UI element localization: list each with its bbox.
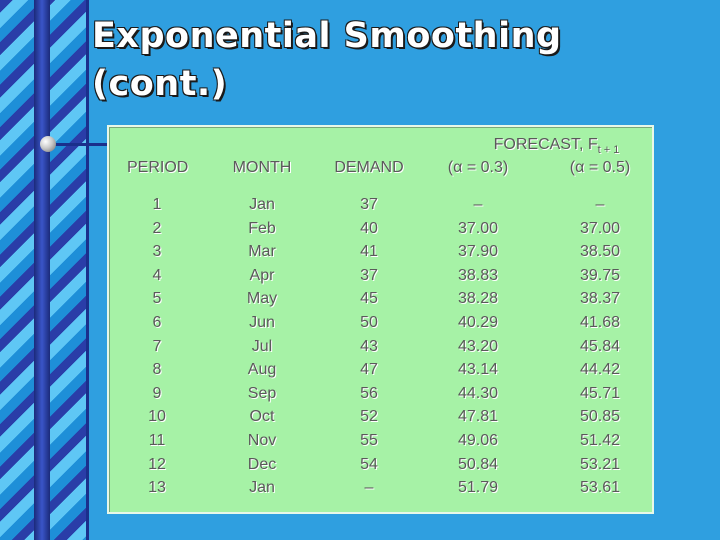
table-cell-month: Jun — [249, 314, 275, 331]
header-alpha-0-3: (α = 0.3) — [447, 159, 509, 176]
table-cell-period: 5 — [152, 290, 162, 308]
table-cell-month: May — [246, 290, 278, 308]
smoothing-table: FORECAST, Ft + 1 PERIOD MONTH DEMAND (α … — [107, 125, 654, 514]
table-cell-f03: 51.79 — [457, 479, 499, 497]
table-cell-f03: 38.28 — [457, 290, 499, 308]
table-cell-demand: 43 — [360, 337, 378, 355]
table-cell-month: Dec — [247, 455, 277, 473]
table-cell-period: 2 — [152, 219, 162, 237]
table-cell-month: Oct — [249, 408, 275, 426]
table-cell-month: Mar — [248, 243, 276, 261]
table-cell-f05: 38.50 — [579, 243, 621, 261]
table-cell-f05: 37.00 — [579, 219, 621, 237]
table-cell-f05: 53.61 — [579, 479, 621, 497]
forecast-header: FORECAST, Ft + 1 — [469, 136, 644, 156]
table-cell-f05: – — [595, 196, 605, 213]
table-cell-f05: 38.37 — [579, 290, 621, 308]
table-cell-period: 9 — [152, 384, 162, 402]
table-cell-demand: 37 — [360, 196, 378, 213]
table-cell-f03: 37.90 — [457, 243, 499, 261]
table-cell-period: 7 — [152, 337, 162, 355]
table-cell-month: Feb — [248, 219, 276, 237]
table-cell-demand: 45 — [360, 290, 378, 308]
table-cell-f03: 43.20 — [457, 337, 499, 355]
header-alpha-0-5: (α = 0.5) — [569, 159, 631, 176]
table-cell-f03: 38.83 — [457, 266, 499, 284]
table-cell-period: 13 — [148, 479, 166, 497]
table-cell-month: Nov — [247, 432, 277, 449]
table-cell-period: 11 — [148, 432, 166, 449]
table-cell-f05: 39.75 — [579, 266, 621, 284]
table-cell-f05: 53.21 — [579, 455, 621, 473]
table-cell-f03: 49.06 — [457, 432, 499, 449]
table-cell-month: Apr — [249, 266, 275, 284]
table-cell-f03: 43.14 — [457, 361, 499, 379]
table-cell-f05: 45.71 — [579, 384, 621, 402]
table-cell-f05: 45.84 — [579, 337, 621, 355]
table-cell-f03: – — [473, 196, 483, 213]
forecast-header-subscript: t + 1 — [597, 144, 620, 156]
table-cell-demand: 52 — [360, 408, 378, 426]
table-cell-f03: 44.30 — [457, 384, 499, 402]
table-cell-period: 10 — [148, 408, 166, 426]
table-cell-period: 12 — [148, 455, 166, 473]
table-cell-demand: 47 — [360, 361, 378, 379]
table-cell-demand: 41 — [360, 243, 378, 261]
binder-bar — [34, 0, 50, 540]
table-cell-demand: 50 — [360, 314, 378, 331]
table-cell-month: Aug — [247, 361, 277, 379]
table-cell-month: Sep — [247, 384, 277, 402]
table-cell-f03: 47.81 — [457, 408, 499, 426]
header-month: MONTH — [232, 159, 292, 176]
connector-line — [50, 143, 108, 146]
title-line-2: (cont.) — [92, 64, 228, 104]
table-cell-period: 4 — [152, 266, 162, 284]
forecast-header-label: FORECAST, F — [493, 136, 598, 153]
header-period: PERIOD — [127, 159, 189, 176]
table-cell-demand: 54 — [360, 455, 378, 473]
header-demand: DEMAND — [334, 159, 404, 176]
table-cell-demand: 37 — [360, 266, 378, 284]
table-cell-period: 8 — [152, 361, 162, 379]
bullet-ball-icon — [40, 136, 56, 152]
table-cell-month: Jan — [249, 196, 275, 213]
table-cell-period: 1 — [152, 196, 162, 213]
table-cell-period: 6 — [152, 314, 162, 331]
table-cell-f05: 44.42 — [579, 361, 621, 379]
table-cell-f05: 41.68 — [579, 314, 621, 331]
table-cell-f05: 50.85 — [579, 408, 621, 426]
table-cell-period: 3 — [152, 243, 162, 261]
table-cell-month: Jul — [251, 337, 273, 355]
table-cell-demand: 56 — [360, 384, 378, 402]
table-cell-demand: 55 — [360, 432, 378, 449]
decorative-binder-strip — [0, 0, 89, 540]
table-cell-demand: 40 — [360, 219, 378, 237]
table-cell-f03: 37.00 — [457, 219, 499, 237]
table-cell-f03: 40.29 — [457, 314, 499, 331]
table-cell-f05: 51.42 — [579, 432, 621, 449]
table-cell-demand: – — [364, 479, 374, 497]
slide-title: Exponential Smoothing (cont.) — [92, 12, 562, 108]
table-cell-f03: 50.84 — [457, 455, 499, 473]
title-line-1: Exponential Smoothing — [92, 16, 562, 56]
table-cell-month: Jan — [249, 479, 275, 497]
